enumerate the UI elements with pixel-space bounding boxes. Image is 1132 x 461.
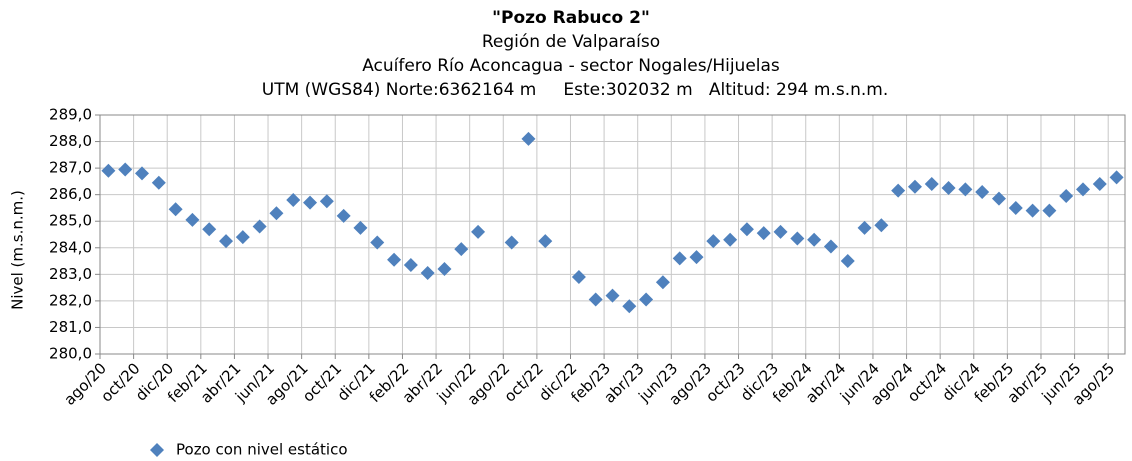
y-tick-label: 288,0 [49,132,92,150]
point [235,230,250,245]
x-tick-label: oct/23 [702,359,748,405]
point [689,250,704,265]
x-tick-label: oct/24 [904,359,950,405]
point [655,275,670,290]
point [353,220,368,235]
point [1042,203,1057,218]
point [135,166,150,181]
x-tick-label: oct/21 [299,359,345,405]
y-axis-title: Nivel (m.s.n.m.) [9,190,27,310]
subtitle: Región de Valparaíso [482,32,660,52]
point [1059,188,1074,203]
point [168,202,183,217]
point [303,195,318,210]
subtitle: Acuífero Río Aconcagua - sector Nogales/… [362,56,780,76]
point [840,254,855,269]
point [672,251,687,266]
point [504,235,519,250]
point [269,206,284,221]
point [387,252,402,267]
point [874,218,889,233]
point [202,222,217,237]
x-tick-label: oct/22 [501,359,547,405]
point [336,208,351,223]
point [437,262,452,277]
point [991,191,1006,206]
point [924,177,939,192]
point [252,219,267,234]
point [370,235,385,250]
point [891,183,906,198]
point [403,258,418,273]
point [151,175,166,190]
point [706,234,721,249]
point [420,266,435,281]
y-tick-label: 289,0 [49,106,92,124]
point [807,232,822,247]
point [454,242,469,257]
point [185,212,200,227]
point [773,224,788,239]
point [118,162,133,177]
point [538,234,553,249]
x-tick-label: ago/20 [60,359,110,409]
legend-marker [150,443,164,457]
point [639,292,654,307]
chart-title: "Pozo Rabuco 2" [492,8,650,28]
point [101,163,116,178]
point [857,220,872,235]
point [588,292,603,307]
point [1025,203,1040,218]
subtitle: UTM (WGS84) Norte:6362164 m Este:302032 … [262,80,888,100]
y-tick-label: 287,0 [49,159,92,177]
point [319,194,334,209]
plot-frame [99,114,1126,355]
y-tick-label: 286,0 [49,185,92,203]
point [723,232,738,247]
y-tick-label: 282,0 [49,291,92,309]
point [286,192,301,207]
y-tick-label: 280,0 [49,345,92,363]
legend-label: Pozo con nivel estático [176,441,348,458]
point [1092,177,1107,192]
point [756,226,771,241]
point [1008,200,1023,215]
y-tick-label: 285,0 [49,212,92,230]
point [571,269,586,284]
point [219,234,234,249]
point [1075,182,1090,197]
point [790,231,805,246]
point [605,288,620,303]
point [907,179,922,194]
point [739,222,754,237]
y-tick-label: 284,0 [49,238,92,256]
point [622,299,637,314]
y-tick-label: 283,0 [49,265,92,283]
point [471,224,486,239]
x-tick-label: oct/20 [97,359,143,405]
point [823,239,838,254]
point [941,181,956,196]
y-tick-label: 281,0 [49,318,92,336]
point [958,182,973,197]
point [975,185,990,200]
point [521,131,536,146]
point [1109,170,1124,185]
